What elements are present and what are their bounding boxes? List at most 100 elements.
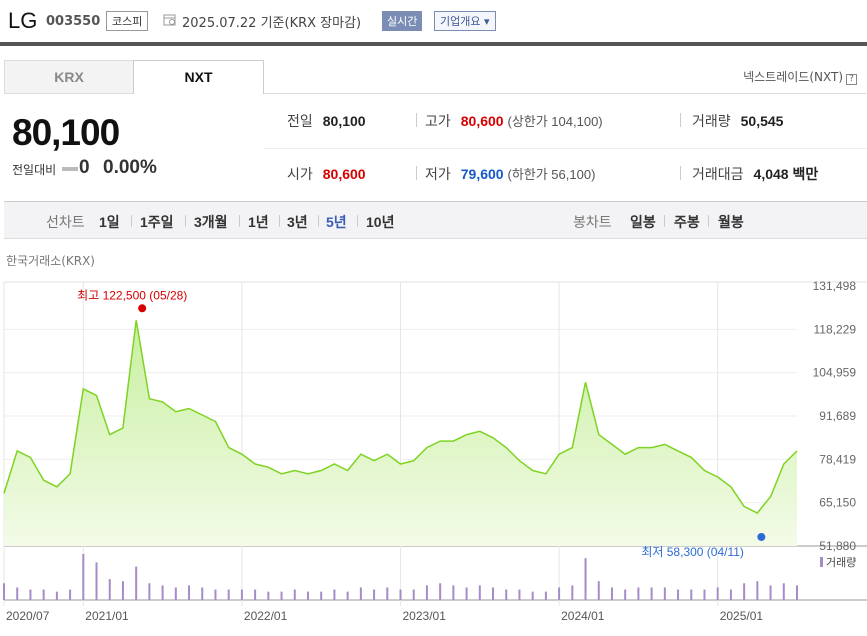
volume-bar [729,589,732,600]
volume-bar [161,585,164,600]
volume-bar [95,562,98,600]
volume-bar [584,558,587,600]
volume-bar [214,589,217,600]
divider [664,215,665,227]
volume-bar [280,591,283,600]
divider [318,215,319,227]
volume-bar [505,589,508,600]
price-chart[interactable]: 131,498 118,229 104,959 91,689 78,419 65,150 5… [0,270,867,636]
volume-legend-icon [820,557,823,567]
divider [131,215,132,227]
volume-bar [782,583,785,600]
period-3y[interactable]: 3년 [287,214,308,230]
x-axis-labels: 2020/07 2021/01 2022/01 2023/01 2024/01 2025/… [6,609,763,623]
volume-bar [571,585,574,600]
volume-bar [452,585,455,600]
period-bar: 선차트 1일 1주일 3개월 1년 3년 5년 10년 봉차트 일봉 주봉 월봉 [4,201,867,239]
line-chart-label: 선차트 [46,214,85,230]
volume-bar [412,589,415,600]
change-percent: 0.00% [103,157,157,178]
volume-bar [148,583,151,600]
change-label: 전일대비 [12,163,57,177]
volume-bar [373,589,376,600]
x-tick-label: 2021/01 [85,609,129,623]
stats-divider [264,148,867,149]
volume-bar [716,587,719,600]
stat-trade-value: 거래대금 4,048 백만 [692,166,819,182]
company-overview-button[interactable]: 기업개요 ▾ [434,11,496,31]
volume-bar [55,591,58,600]
x-tick-label: 2023/01 [403,609,447,623]
market-badge: 코스피 [106,11,149,31]
volume-bar [650,587,653,600]
volume-bar [108,579,111,600]
volume-bar [121,581,124,600]
nextrade-link[interactable]: 넥스트레이드(NXT)? [743,68,857,85]
x-tick-label: 2020/07 [6,609,50,623]
volume-bar [333,589,336,600]
volume-bar [174,587,177,600]
low-annotation: 최저 58,300 (04/11) [641,545,744,559]
high-marker [138,304,147,313]
y-tick-label: 51,880 [819,539,856,553]
tab-nxt[interactable]: NXT [133,60,264,94]
y-tick-label: 118,229 [814,322,857,336]
unchanged-icon [62,167,78,171]
chart-source: 한국거래소(KRX) [6,254,95,268]
volume-bar [42,589,45,600]
stat-open: 시가 80,600 [287,166,366,182]
current-price: 80,100 [12,112,120,153]
divider [416,113,417,127]
volume-bar [240,589,243,600]
clock-icon [163,14,176,26]
volume-bar [558,587,561,600]
period-10y[interactable]: 10년 [366,214,395,230]
x-tick-label: 2024/01 [561,609,605,623]
period-3m[interactable]: 3개월 [194,214,228,230]
y-axis-labels: 131,498 118,229 104,959 91,689 78,419 65,150 5… [813,279,857,553]
divider [279,215,280,227]
y-tick-label: 78,419 [819,452,856,466]
divider [239,215,240,227]
volume-bar [188,585,191,600]
volume-bar [597,581,600,600]
volume-bar [756,581,759,600]
stat-low: 저가 79,600 (하한가 56,100) [425,166,596,182]
volume-bar [306,591,309,600]
period-1d[interactable]: 1일 [99,214,120,230]
stat-volume: 거래량 50,545 [692,113,784,129]
volume-bar [677,589,680,600]
volume-bar [227,589,230,600]
period-5y[interactable]: 5년 [326,214,347,230]
divider [185,215,186,227]
volume-bar [663,587,666,600]
candle-weekly[interactable]: 주봉 [674,214,700,230]
volume-bar [16,587,19,600]
realtime-button[interactable]: 실시간 [382,11,423,31]
help-icon[interactable]: ? [846,74,857,85]
y-tick-label: 104,959 [813,366,857,380]
candle-chart-label: 봉차트 [573,214,612,230]
candle-daily[interactable]: 일봉 [630,214,656,230]
volume-bar [465,587,468,600]
volume-bar [267,591,270,600]
x-tick-label: 2022/01 [244,609,288,623]
volume-bar [743,583,746,600]
volume-bar [796,585,798,600]
divider [708,215,709,227]
candle-monthly[interactable]: 월봉 [718,214,744,230]
low-marker [757,532,766,541]
period-1y[interactable]: 1년 [248,214,269,230]
volume-bar [201,587,204,600]
stock-name: LG [8,8,38,33]
volume-bar [69,589,72,600]
period-1w[interactable]: 1주일 [140,214,174,230]
volume-bar [399,589,402,600]
volume-bar [346,591,349,600]
volume-bar [518,589,521,600]
stat-high: 고가 80,600 (상한가 104,100) [425,113,603,129]
chart-annotations: 최고 122,500 (05/28) 최저 58,300 (04/11) 거래량 [77,288,856,569]
tab-krx[interactable]: KRX [4,60,134,94]
volume-bar [769,585,772,600]
stock-code: 003550 [46,14,101,29]
